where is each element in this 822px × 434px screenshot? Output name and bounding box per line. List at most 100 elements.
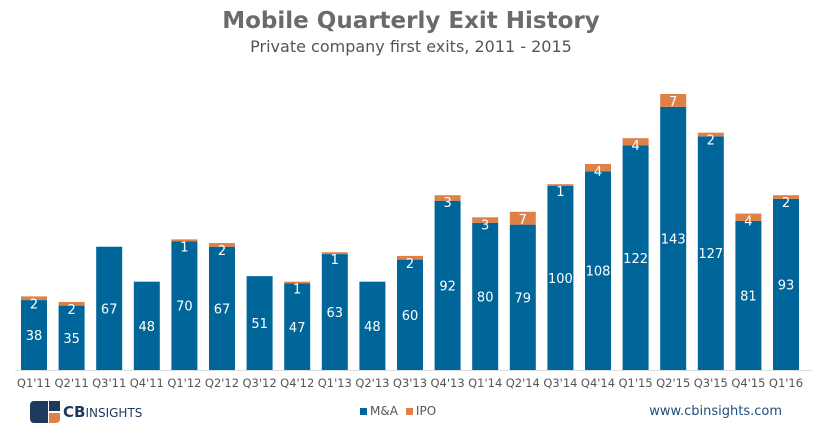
x-tick-label: Q3'11 [92,376,126,390]
x-tick-label: Q2'15 [656,376,690,390]
legend: M&A IPO [360,404,436,418]
x-tick-label: Q3'12 [243,376,277,390]
data-label-ipo: 1 [180,240,188,255]
data-label-ipo: 2 [406,257,414,272]
data-label-ipo: 7 [669,95,677,110]
chart-subtitle: Private company first exits, 2011 - 2015 [250,37,572,56]
legend-swatch-ma [360,408,367,415]
data-label-ma: 67 [214,302,231,317]
x-tick-label: Q2'12 [205,376,239,390]
bar-ma [622,145,649,370]
data-label-ipo: 2 [30,297,38,312]
x-tick-label: Q2'14 [506,376,540,390]
bar-ipo [472,217,499,223]
data-label-ma: 35 [63,332,80,347]
bar-ipo [321,252,348,255]
logo-icon [30,401,60,423]
data-label-ipo: 1 [331,253,339,268]
bar-ma [585,171,611,370]
bar-ma [359,281,386,370]
bar-ma [58,305,85,370]
bar-ma [509,224,536,370]
website-link[interactable]: www.cbinsights.com [649,404,782,419]
bar-ma [209,246,235,370]
bar-ma [96,246,123,370]
legend-swatch-ipo [405,408,413,415]
bar-ipo [171,239,198,242]
bar-ipo [397,255,423,260]
bar-ipo [773,195,799,199]
bar-ma [133,281,160,370]
data-label-ipo: 2 [67,303,75,318]
data-label-ma: 60 [402,309,419,324]
bar-ma [472,222,499,370]
data-label-ma: 80 [477,290,494,305]
data-label-ma: 127 [698,247,723,262]
bar-ma [434,200,461,370]
bar-ma [660,106,687,370]
data-label-ipo: 2 [218,244,226,259]
data-label-ma: 48 [364,320,381,335]
bar-ma [547,186,574,370]
data-label-ma: 79 [515,291,532,306]
x-tick-label: Q3'13 [393,376,427,390]
bar-ipo [660,94,687,107]
data-label-ma: 63 [327,306,344,321]
data-label-ma: 47 [289,321,306,336]
bar-ma [21,300,47,370]
x-tick-label: Q2'13 [355,376,389,390]
x-tick-label: Q4'13 [431,376,465,390]
bar-ipo [622,138,649,146]
bar-ma [171,241,198,370]
chart-title: Mobile Quarterly Exit History [222,8,600,34]
bar-ma [321,254,348,370]
data-label-ma: 92 [439,279,456,294]
x-tick-label: Q4'12 [280,376,314,390]
bar-ipo [21,296,47,301]
x-tick-label: Q4'15 [731,376,765,390]
x-tick-label: Q4'11 [130,376,164,390]
bar-ma [397,259,423,370]
logo-brand: CB [63,403,86,421]
x-tick-label: Q1'14 [468,376,502,390]
data-label-ma: 81 [740,289,757,304]
bar-ipo [585,163,611,172]
bar-ma [246,276,273,370]
data-label-ipo: 3 [443,196,451,211]
bar-ipo [209,243,235,247]
bar-ipo [434,195,461,201]
data-label-ma: 38 [26,329,43,344]
cb-insights-logo: CBINSIGHTS [30,401,142,423]
data-label-ma: 70 [176,300,193,315]
legend-item-ma: M&A [360,404,398,418]
bar-ma [735,220,762,370]
x-tick-label: Q3'14 [543,376,577,390]
logo-brand-suffix: INSIGHTS [85,406,143,420]
data-label-ma: 108 [586,265,611,280]
data-label-ma: 122 [623,252,648,267]
x-tick-label: Q1'16 [769,376,803,390]
data-label-ipo: 1 [556,185,564,200]
bar-ipo [735,213,762,221]
legend-item-ipo: IPO [405,404,436,418]
bar-ma [697,136,724,370]
bar-ipo [697,132,724,137]
x-tick-label: Q1'12 [167,376,201,390]
data-label-ipo: 2 [707,134,715,149]
data-label-ma: 51 [251,317,268,332]
bar-ma [773,198,799,370]
data-label-ipo: 2 [782,196,790,211]
data-label-ipo: 3 [481,218,489,233]
data-label-ipo: 4 [631,139,639,154]
data-label-ma: 100 [548,272,573,287]
bar-ipo [509,211,536,225]
data-label-ipo: 4 [594,165,602,180]
bar-ipo [58,301,85,306]
x-tick-label: Q1'15 [619,376,653,390]
data-label-ma: 48 [139,320,156,335]
data-label-ipo: 7 [519,213,527,228]
bar-ma [284,283,311,370]
x-tick-label: Q2'11 [55,376,89,390]
